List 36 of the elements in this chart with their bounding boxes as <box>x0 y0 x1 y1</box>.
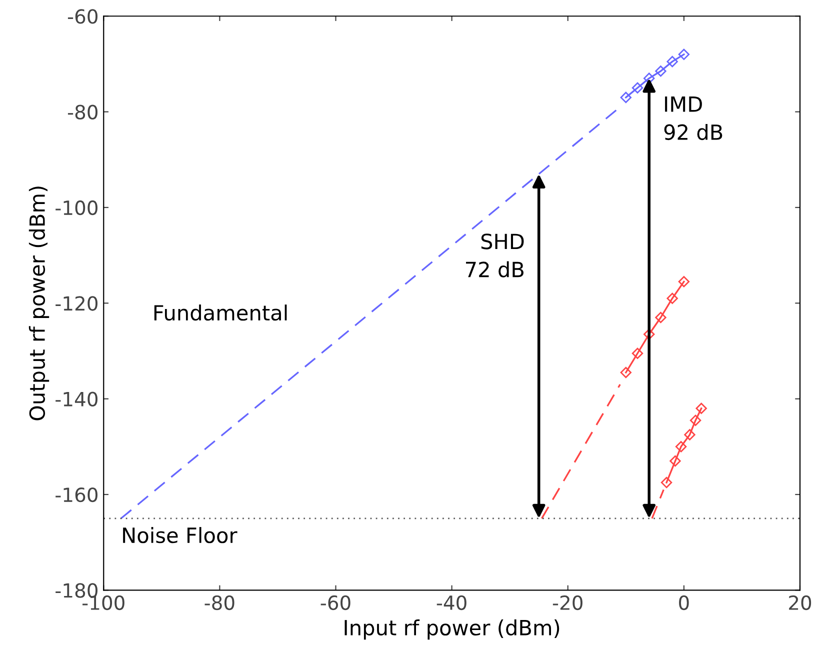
x-axis-title: Input rf power (dBm) <box>344 619 560 640</box>
point <box>696 402 707 414</box>
point <box>684 429 696 440</box>
annotation: SHD 72 dB <box>466 234 524 278</box>
annotation: IMD 92 dB <box>664 96 722 140</box>
point <box>644 72 655 84</box>
point <box>632 348 644 359</box>
point <box>678 48 690 60</box>
point <box>660 476 672 488</box>
ref-line-label: Noise Floor <box>123 527 238 544</box>
point <box>655 66 666 77</box>
y-tick-label: -120 <box>56 296 98 311</box>
point <box>632 82 644 94</box>
x-tick-label: 0 <box>679 595 689 610</box>
point <box>620 92 632 104</box>
point <box>620 366 632 378</box>
annotation: Fundamental <box>154 304 287 321</box>
x-tick-label: -40 <box>436 595 466 610</box>
y-tick-label: -100 <box>56 200 98 216</box>
x-tick-label: -20 <box>552 595 582 610</box>
y-tick-label: -60 <box>68 9 98 24</box>
point <box>644 328 655 340</box>
y-tick-label: -160 <box>56 487 98 502</box>
x-tick-label: -80 <box>204 595 234 610</box>
y-tick-label: -80 <box>68 104 98 120</box>
point <box>690 414 702 426</box>
y-axis-title: Output rf power (dBm) <box>28 186 50 420</box>
y-tick-label: -140 <box>56 392 98 406</box>
point <box>666 292 678 304</box>
point <box>675 441 687 452</box>
point <box>666 56 678 68</box>
x-tick-label: 20 <box>789 595 812 610</box>
point <box>678 276 690 288</box>
x-tick-label: -60 <box>320 595 350 610</box>
point <box>670 455 681 467</box>
point <box>655 312 666 324</box>
